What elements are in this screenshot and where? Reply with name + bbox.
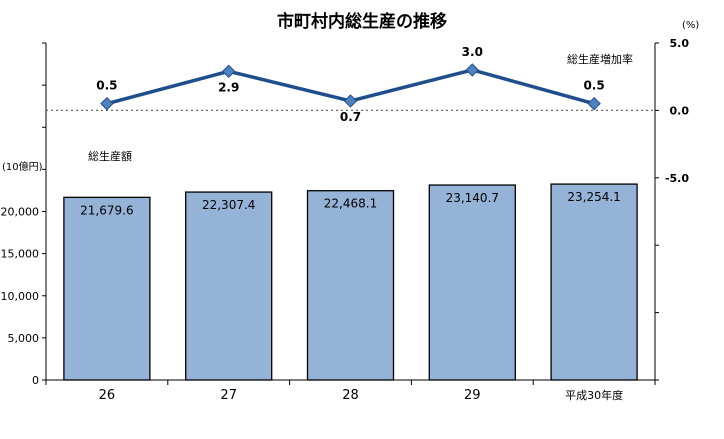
bar-value-label: 23,254.1 — [567, 190, 620, 204]
left-tick-label: 10,000 — [1, 290, 40, 303]
right-tick-label: -5.0 — [665, 172, 689, 185]
left-tick-label: 20,000 — [1, 206, 40, 219]
bar — [550, 183, 638, 381]
left-tick-label: 15,000 — [1, 248, 40, 261]
line-point — [465, 63, 480, 77]
x-tick-label: 27 — [220, 388, 237, 403]
line-value-label: 0.5 — [96, 79, 117, 93]
bar — [306, 190, 395, 381]
chart-title: 市町村内総生産の推移 — [277, 11, 447, 32]
bar — [428, 184, 516, 381]
line-point — [100, 96, 114, 111]
line-value-label: 0.5 — [583, 79, 604, 93]
line-value-label: 2.9 — [218, 80, 239, 94]
x-tick-label: 平成30年度 — [565, 388, 623, 402]
plot-area: 0 5,000 10,000 15,000 20,000 5.0 0.0 -5.0 21,679… — [1, 37, 690, 403]
bar-value-label: 21,679.6 — [80, 203, 133, 217]
bar-value-label: 22,468.1 — [324, 197, 377, 211]
left-axis-unit: (10億円) — [2, 160, 43, 173]
left-tick-label: 0 — [32, 374, 39, 387]
bar — [185, 191, 273, 381]
line-series-label: 総生産増加率 — [567, 52, 633, 66]
bar — [63, 196, 151, 381]
right-axis-unit: (%) — [682, 20, 699, 31]
bar-value-label: 23,140.7 — [446, 191, 499, 205]
right-tick-label: 5.0 — [670, 37, 690, 50]
line-point — [221, 64, 236, 79]
x-tick-label: 29 — [464, 388, 481, 403]
right-tick-label: 0.0 — [670, 104, 690, 117]
line-point — [343, 94, 358, 108]
left-tick-label: 5,000 — [8, 332, 40, 345]
bar-series-label: 総生産額 — [88, 149, 132, 163]
line-point — [587, 96, 601, 111]
bar-value-label: 22,307.4 — [202, 198, 255, 212]
x-tick-label: 28 — [342, 388, 359, 403]
line-value-label: 0.7 — [340, 110, 361, 124]
line-value-label: 3.0 — [462, 45, 483, 59]
x-tick-label: 26 — [99, 388, 116, 403]
